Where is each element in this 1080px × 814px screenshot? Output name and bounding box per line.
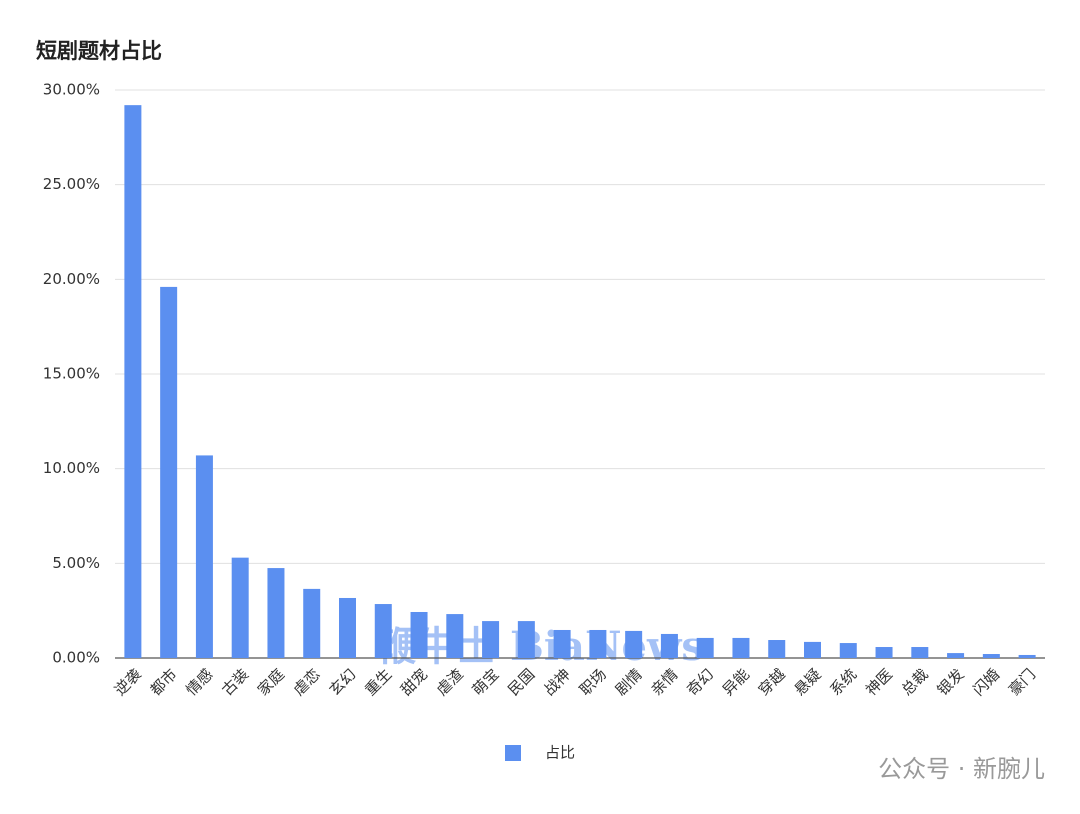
bar (517, 621, 535, 658)
bar (911, 647, 929, 658)
bar (875, 647, 893, 658)
bar (446, 614, 464, 658)
bar (732, 637, 750, 658)
bar (482, 621, 500, 658)
bar (839, 643, 857, 658)
bar (1018, 654, 1036, 658)
bar (768, 640, 786, 658)
bar (374, 604, 392, 658)
bar (553, 629, 571, 658)
bar (589, 629, 607, 658)
y-tick-label: 20.00% (43, 270, 100, 288)
bar (625, 630, 643, 658)
y-tick-label: 0.00% (52, 649, 100, 667)
y-tick-label: 25.00% (43, 175, 100, 193)
bar (696, 637, 714, 658)
y-tick-label: 10.00% (43, 459, 100, 477)
bar (947, 653, 965, 658)
bar (410, 611, 428, 658)
bar (660, 633, 678, 658)
legend-swatch (505, 745, 521, 761)
y-tick-label: 30.00% (43, 81, 100, 99)
bar (231, 557, 249, 658)
bar (804, 641, 821, 658)
bar (195, 455, 213, 658)
bar (303, 588, 321, 658)
bar (160, 286, 178, 658)
watermark: 公众号 · 新腕儿 (878, 755, 1045, 783)
bar (267, 568, 285, 658)
y-tick-label: 5.00% (52, 554, 100, 572)
y-tick-label: 15.00% (43, 365, 100, 383)
legend-label: 占比 (545, 744, 575, 762)
bar (339, 597, 356, 658)
watermark: 鞭牛士 BiaNews (376, 623, 704, 670)
bar (124, 105, 142, 658)
chart-title: 短剧题材占比 (36, 39, 162, 63)
bar (982, 654, 1000, 658)
